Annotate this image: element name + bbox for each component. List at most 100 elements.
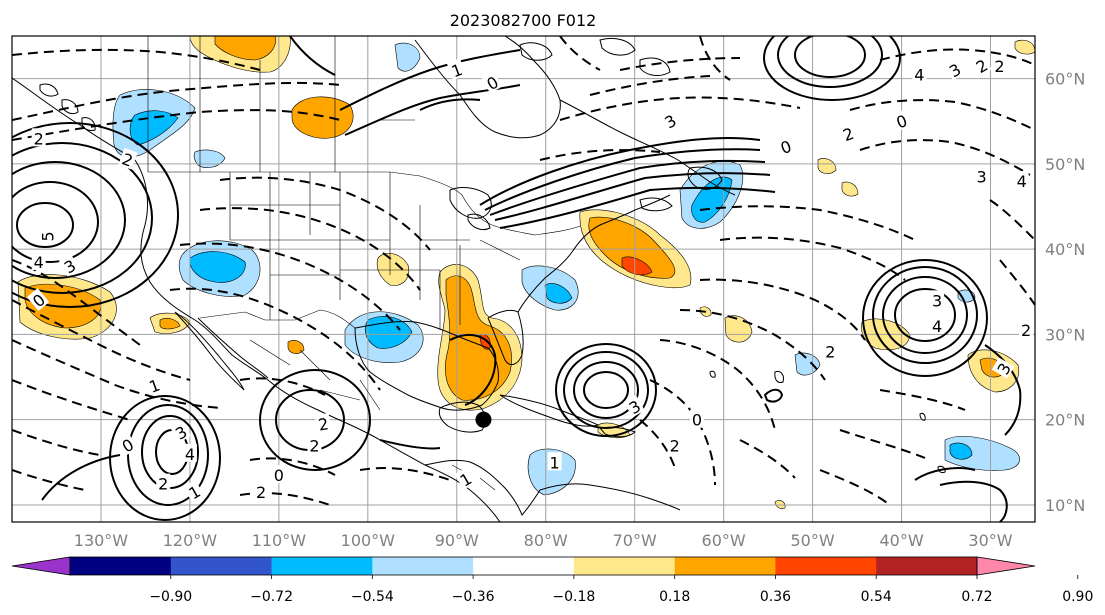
contour-label-bg xyxy=(481,70,503,94)
anomaly-region-neg xyxy=(394,42,421,72)
contour-line xyxy=(499,186,776,229)
contour-label: 3 xyxy=(930,290,945,310)
contour-ring xyxy=(563,351,649,429)
contour-line xyxy=(289,36,336,76)
colorbar-tick-label: −0.90 xyxy=(149,589,192,605)
colorbar-segment xyxy=(674,557,776,575)
contour-label: 2 xyxy=(1019,320,1034,340)
contour-label: 3 xyxy=(659,109,681,132)
gulf-coastline xyxy=(354,321,499,411)
newfoundland-coastline xyxy=(687,166,723,190)
anomaly-region-neg xyxy=(193,149,226,168)
island xyxy=(774,371,784,383)
contour-line xyxy=(12,259,141,346)
contour-label: 2 xyxy=(838,122,858,145)
contour-label: 2 xyxy=(31,128,46,148)
contour-line xyxy=(999,259,1035,306)
central-america-coastline xyxy=(424,459,541,516)
colorbar-segment xyxy=(876,557,978,575)
contour-label-bg xyxy=(891,109,911,132)
contour-line xyxy=(819,469,891,506)
lat-label: 10°N xyxy=(1045,496,1085,515)
contour-line xyxy=(12,48,261,71)
contour-label: 2 xyxy=(667,435,682,455)
lon-label: 110°W xyxy=(252,531,307,550)
contour-label: 2 xyxy=(156,473,171,494)
contour-label-bg xyxy=(912,64,927,83)
colorbar-segment xyxy=(170,557,273,575)
contour-label: 5 xyxy=(37,229,58,244)
anomaly-region-pos-core xyxy=(588,216,676,279)
island xyxy=(919,412,926,421)
contour-ring xyxy=(872,266,978,364)
contour-label-bg xyxy=(970,53,992,77)
contour-label-text: 0 xyxy=(692,411,702,430)
contour-label-bg xyxy=(930,290,945,309)
contour-label-bg xyxy=(446,58,467,81)
anomaly-region-pos xyxy=(376,252,410,286)
contour-label-bg xyxy=(992,55,1007,74)
contour-label-text: 2 xyxy=(317,414,330,434)
contour-line xyxy=(359,467,451,481)
contour-ring xyxy=(555,343,657,437)
colorbar-tick-label: −0.36 xyxy=(452,589,495,605)
colorbar-labels: −0.90 −0.72 −0.54 −0.36 −0.18 0.18 0.36 0.54 0.7… xyxy=(149,575,1093,605)
longitude-labels: 130°W 120°W 110°W 100°W 90°W 80°W 70°W 60°W 50°W… xyxy=(74,531,1013,550)
anomaly-region-neg-core xyxy=(949,442,973,460)
contour-line xyxy=(989,199,1035,241)
anomaly-region-pos xyxy=(291,96,354,139)
contour-label-text: 3 xyxy=(977,168,987,187)
contour-ring xyxy=(862,259,988,377)
lon-label: 80°W xyxy=(524,531,568,550)
anomaly-region-neg-core xyxy=(544,283,573,304)
contour-label: 2 xyxy=(992,55,1007,76)
contour-line xyxy=(489,159,766,216)
contour-line xyxy=(839,429,926,459)
contour-line xyxy=(239,377,326,396)
contour-label: 0 xyxy=(775,135,796,158)
contour-label: 3 xyxy=(58,254,80,277)
contour-label-bg xyxy=(689,409,704,428)
lon-label: 130°W xyxy=(74,531,129,550)
island xyxy=(709,370,716,378)
contour-line xyxy=(12,469,86,491)
lon-label: 60°W xyxy=(702,531,746,550)
lon-label: 50°W xyxy=(791,531,835,550)
contour-label-bg xyxy=(823,341,838,360)
contour-label-text: 2 xyxy=(256,483,266,502)
contour-label-bg xyxy=(659,109,681,132)
contour-label-bg xyxy=(169,420,192,443)
colorbar-tick-label: −0.18 xyxy=(552,589,595,605)
lat-label: 50°N xyxy=(1045,155,1085,174)
contour-line xyxy=(559,96,801,121)
great-lakes xyxy=(467,213,491,231)
contour-label-text: 4 xyxy=(914,65,924,84)
contour-ring xyxy=(12,181,99,263)
contour-line xyxy=(939,480,1008,522)
colorbar xyxy=(11,556,1036,576)
colorbar-segment xyxy=(372,557,474,575)
contour-label-text: 2 xyxy=(34,129,44,148)
anomaly-region-pos-core xyxy=(214,36,276,61)
contour-ring xyxy=(573,361,639,419)
lat-label: 40°N xyxy=(1045,240,1085,259)
contour-label-bg xyxy=(623,394,645,418)
contour-label-text: 4 xyxy=(185,445,195,464)
contour-line xyxy=(494,172,771,221)
contour-label: 3 xyxy=(974,166,989,187)
contour-ring xyxy=(12,122,179,308)
contour-label-bg xyxy=(183,479,205,503)
colorbar-tick-label: −0.54 xyxy=(351,589,394,605)
contour-label: 3 xyxy=(169,420,192,444)
contour-line xyxy=(739,439,796,479)
contour-label-text: 3 xyxy=(932,291,942,310)
contour-label-text: 2 xyxy=(670,436,680,455)
contour-label-text: 2 xyxy=(1021,321,1031,340)
nova-scotia-coastline xyxy=(639,197,673,212)
great-lakes xyxy=(449,187,492,219)
contour-label: 4 xyxy=(912,64,927,84)
contour-ring xyxy=(583,371,629,409)
us-east-coastline xyxy=(517,194,671,313)
colorbar-segment xyxy=(70,557,172,575)
anomaly-region-pos xyxy=(817,158,837,174)
